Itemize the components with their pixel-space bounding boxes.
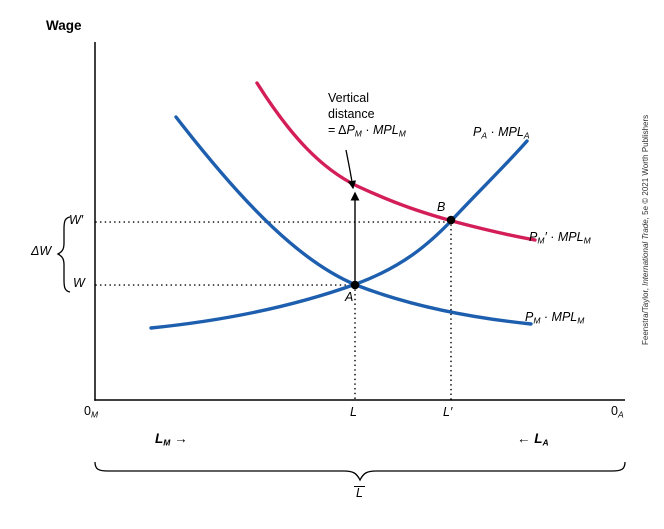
point-b-label: B [437,200,446,214]
annotation-line-2: distance [328,107,375,121]
l-label: L [350,405,357,419]
left-arrow-icon: ← [517,431,531,446]
point-a-dot [350,280,360,290]
total-labor-label: L [354,486,365,500]
vertical-distance-annotation: Vertical distance = ΔPM · MPLM [328,90,406,139]
w-label: W [73,276,85,290]
credit-text: Feenstra/Taylor, International Trade, 5e… [641,114,650,345]
y-axis-title-text: Wage [46,18,82,33]
annotation-line-1: Vertical [328,91,369,105]
labor-m-direction-label: LM → [155,431,188,448]
annotation-equation: = ΔPM · MPLM [328,123,406,139]
point-b-dot [446,215,456,225]
right-arrow-icon: → [174,431,188,446]
curve-label-pa-mpla: PA · MPLA [473,125,530,141]
labor-a-direction-label: ← LA [517,431,549,448]
point-a-label: A [345,290,354,304]
curve-pm-prime-mplm [255,81,537,242]
curve-pa-mpla [149,139,529,330]
total-labor-brace [94,461,626,482]
y-axis-title: Wage [46,18,82,34]
l-prime-label: L′ [443,405,453,419]
curve-label-pm-prime-mplm: PM′ · MPLM [529,230,591,246]
curve-label-pm-mplm: PM · MPLM [525,310,585,326]
x-axis-origin-right-label: 0A [611,404,624,420]
x-axis-origin-left-label: 0M [84,404,99,420]
curve-pm-mplm [174,115,533,326]
delta-w-label: ΔW [31,244,52,258]
annotation-pointer-arrow [345,149,357,190]
delta-w-brace [56,216,71,293]
w-prime-label: W′ [69,213,84,227]
